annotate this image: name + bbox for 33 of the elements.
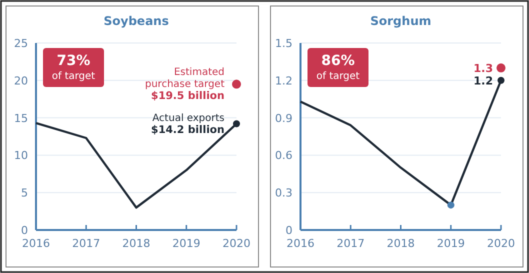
chart-title: Soybeans [104,14,169,28]
x-tick-label: 2016 [286,237,314,250]
y-tick-label: 0.6 [275,149,292,162]
y-tick-label: 20 [14,74,28,88]
x-tick-label: 2020 [222,237,250,250]
x-tick-label: 2017 [336,237,365,250]
y-tick-label: 1.2 [275,74,292,88]
y-tick-label: 0.9 [275,112,292,125]
x-tick-label: 2019 [436,237,465,250]
point [498,76,504,84]
data-label: 1.3 [474,62,493,75]
y-tick-label: 10 [14,149,28,162]
x-tick-label: 2017 [72,237,100,250]
y-tick-label: 1.5 [275,37,292,50]
y-tick-label: 15 [14,112,28,125]
annotation: Estimated purchase target $19.5 billion [145,67,225,102]
point [447,202,454,209]
x-tick-label: 2019 [172,237,200,250]
x-tick-label: 2020 [487,237,515,250]
x-tick-label: 2018 [122,237,150,250]
annotation: 86% of target [316,53,360,82]
point [496,63,506,72]
y-tick-label: 25 [14,37,28,50]
chart-title: Sorghum [370,14,432,28]
y-tick-label: 5 [21,186,28,200]
data-label: 1.2 [474,74,493,88]
annotation: Actual exports $14.2 billion [151,112,224,136]
y-tick-label: 0.3 [275,186,292,200]
annotation: 73% of target [52,53,96,82]
x-tick-label: 2016 [22,237,50,250]
y-tick-label: 0 [21,224,28,237]
x-tick-label: 2018 [386,237,415,250]
y-tick-label: 0 [286,224,292,237]
